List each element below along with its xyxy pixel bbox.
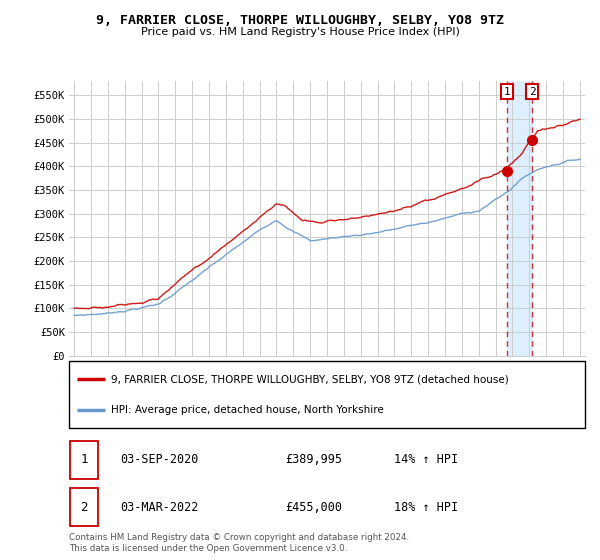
Text: Contains HM Land Registry data © Crown copyright and database right 2024.
This d: Contains HM Land Registry data © Crown c… [69,533,409,553]
Text: 2: 2 [529,87,536,97]
Text: 03-SEP-2020: 03-SEP-2020 [121,453,199,466]
Text: 9, FARRIER CLOSE, THORPE WILLOUGHBY, SELBY, YO8 9TZ (detached house): 9, FARRIER CLOSE, THORPE WILLOUGHBY, SEL… [112,374,509,384]
Text: 2: 2 [80,501,88,514]
Text: 9, FARRIER CLOSE, THORPE WILLOUGHBY, SELBY, YO8 9TZ: 9, FARRIER CLOSE, THORPE WILLOUGHBY, SEL… [96,14,504,27]
Text: 18% ↑ HPI: 18% ↑ HPI [394,501,458,514]
Text: 1: 1 [80,453,88,466]
FancyBboxPatch shape [70,488,98,526]
Text: Price paid vs. HM Land Registry's House Price Index (HPI): Price paid vs. HM Land Registry's House … [140,27,460,37]
FancyBboxPatch shape [70,441,98,479]
FancyBboxPatch shape [69,361,585,428]
Text: £389,995: £389,995 [286,453,343,466]
Text: 14% ↑ HPI: 14% ↑ HPI [394,453,458,466]
Text: £455,000: £455,000 [286,501,343,514]
Text: 1: 1 [503,87,510,97]
Text: HPI: Average price, detached house, North Yorkshire: HPI: Average price, detached house, Nort… [112,405,384,416]
Bar [507,81,532,356]
Text: 03-MAR-2022: 03-MAR-2022 [121,501,199,514]
